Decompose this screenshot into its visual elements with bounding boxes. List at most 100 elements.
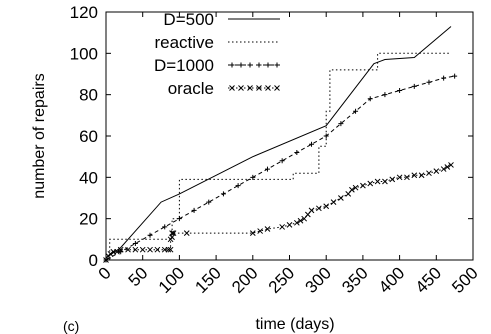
plus-marker [309,141,315,147]
plus-marker [279,158,285,164]
cross-marker [418,172,425,179]
legend-label: D=1000 [154,56,214,75]
cross-marker [257,228,263,234]
cross-marker [349,186,355,193]
plus-marker [426,79,432,85]
cross-marker [169,230,175,236]
x-tick-label: 100 [155,263,188,296]
cross-marker [247,85,253,91]
cross-marker [117,246,124,253]
cross-marker [308,207,315,214]
plus-marker [441,75,447,81]
cross-marker [139,246,146,253]
cross-marker [426,170,432,177]
series-2 [106,52,451,261]
legend-label: reactive [154,33,214,52]
cross-marker [147,246,153,253]
cross-marker [286,222,293,228]
cross-marker [367,180,374,187]
cross-marker [167,246,174,253]
cross-marker [170,230,177,236]
cross-marker [330,199,337,205]
plus-marker [238,62,244,68]
series-1 [105,26,452,259]
cross-marker [316,205,322,212]
cross-marker [265,85,271,91]
plus-marker [247,62,253,68]
cross-marker [338,195,344,201]
cross-marker [404,174,410,181]
cross-marker [114,248,120,255]
cross-marker [229,85,235,91]
legend-label: D=500 [163,10,214,29]
plus-marker [256,62,262,68]
plus-marker [452,73,458,79]
cross-marker [440,166,447,172]
x-tick-label: 350 [338,263,371,296]
x-tick-label: 450 [412,263,445,296]
plus-marker [382,92,388,98]
y-tick-label: 120 [70,3,98,22]
cross-marker [165,246,172,253]
cross-marker [249,230,256,236]
panel-label: (c) [63,318,79,334]
y-tick-label: 80 [79,86,98,105]
y-axis-label: number of repairs [31,73,48,198]
plus-marker [235,183,241,189]
cross-marker [323,203,330,210]
plus-marker [294,150,300,156]
plus-marker [367,96,373,102]
plus-marker [338,121,344,127]
series-line [106,52,451,261]
legend-label: oracle [168,79,214,98]
cross-marker [103,257,109,263]
y-tick-label: 100 [70,44,98,63]
y-axis-ticks: 0 20 40 60 80 100 120 [70,3,473,270]
cross-marker [382,178,388,185]
cross-marker [107,250,114,257]
cross-marker [360,182,366,189]
plus-marker [353,108,359,114]
plus-marker [265,62,271,68]
plus-marker [220,191,226,197]
plus-marker [132,240,138,246]
plus-marker [264,166,270,172]
y-tick-label: 40 [79,168,98,187]
x-tick-label: 400 [375,263,408,296]
cross-marker [444,164,451,170]
cross-marker [274,85,280,91]
cross-marker [448,162,454,168]
x-tick-label: 500 [448,263,481,296]
cross-marker [238,85,244,91]
cross-marker [389,176,396,183]
series-line [105,26,452,259]
cross-marker [169,234,175,241]
plus-marker [147,232,153,238]
series-layer [103,26,458,263]
x-tick-label: 300 [302,263,335,296]
x-axis-ticks: 0 50 100 150 200 250 300 350 400 450 500 [95,12,482,297]
plus-marker [176,216,182,222]
cross-marker [183,230,190,236]
x-tick-label: 0 [95,263,115,283]
y-tick-label: 60 [79,127,98,146]
x-tick-label: 200 [228,263,261,296]
x-tick-label: 250 [265,263,298,296]
cross-marker [132,246,139,253]
plus-marker [250,174,256,180]
cross-marker [411,172,418,179]
cross-marker [297,217,304,224]
plus-marker [397,88,403,94]
cross-marker [279,224,286,230]
y-tick-label: 0 [89,251,98,270]
series-4 [103,162,454,263]
cross-marker [374,178,381,185]
x-tick-label: 50 [125,263,152,290]
legend: D=500 reactive D=1000 oracle [154,10,280,98]
plus-marker [274,62,280,68]
plus-marker [411,83,417,89]
plus-marker [229,62,235,68]
plus-marker [206,199,212,205]
cross-marker [154,246,161,253]
